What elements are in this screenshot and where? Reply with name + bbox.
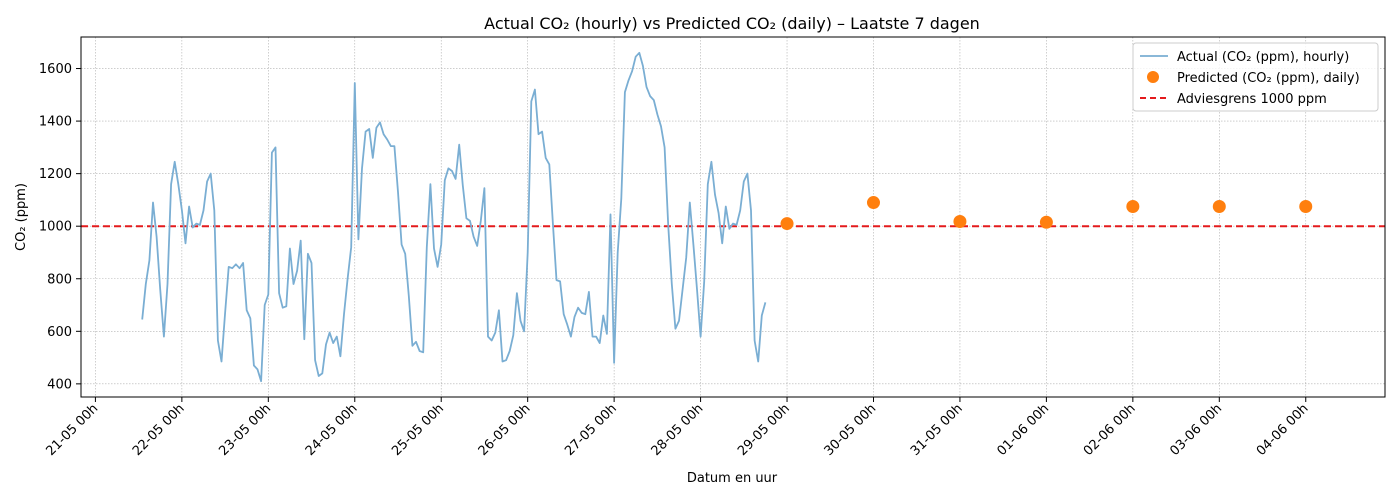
y-axis-title: CO₂ (ppm) [14,183,29,251]
predicted-point [866,196,880,210]
legend: Actual (CO₂ (ppm), hourly) Predicted (CO… [1132,42,1379,112]
y-tick-label: 1000 [39,220,72,235]
chart-title: Actual CO₂ (hourly) vs Predicted CO₂ (da… [484,14,980,33]
legend-label-threshold: Adviesgrens 1000 ppm [1177,92,1327,107]
actual-series [141,51,767,383]
y-tick-label: 600 [47,325,72,340]
predicted-point [1039,215,1053,229]
actual-co2-line [141,51,767,383]
y-tick-label: 1200 [39,167,72,182]
y-tick-label: 1600 [39,62,72,77]
plot-frame [80,36,1386,398]
x-axis-title: Datum en uur [687,471,778,486]
predicted-point [780,217,794,231]
legend-marker-swatch [1147,71,1159,83]
predicted-point [1212,199,1226,213]
legend-box [1132,42,1379,112]
y-axis: 400 600 800 1000 1200 1400 1600 [39,62,81,392]
legend-label-actual: Actual (CO₂ (ppm), hourly) [1177,50,1349,65]
y-tick-label: 400 [47,377,72,392]
legend-label-predicted: Predicted (CO₂ (ppm), daily) [1177,71,1360,86]
predicted-point [1299,199,1313,213]
y-tick-label: 800 [47,272,72,287]
predicted-series [780,196,1313,231]
y-tick-label: 1400 [39,115,72,130]
predicted-point [953,214,967,228]
predicted-point [1126,199,1140,213]
